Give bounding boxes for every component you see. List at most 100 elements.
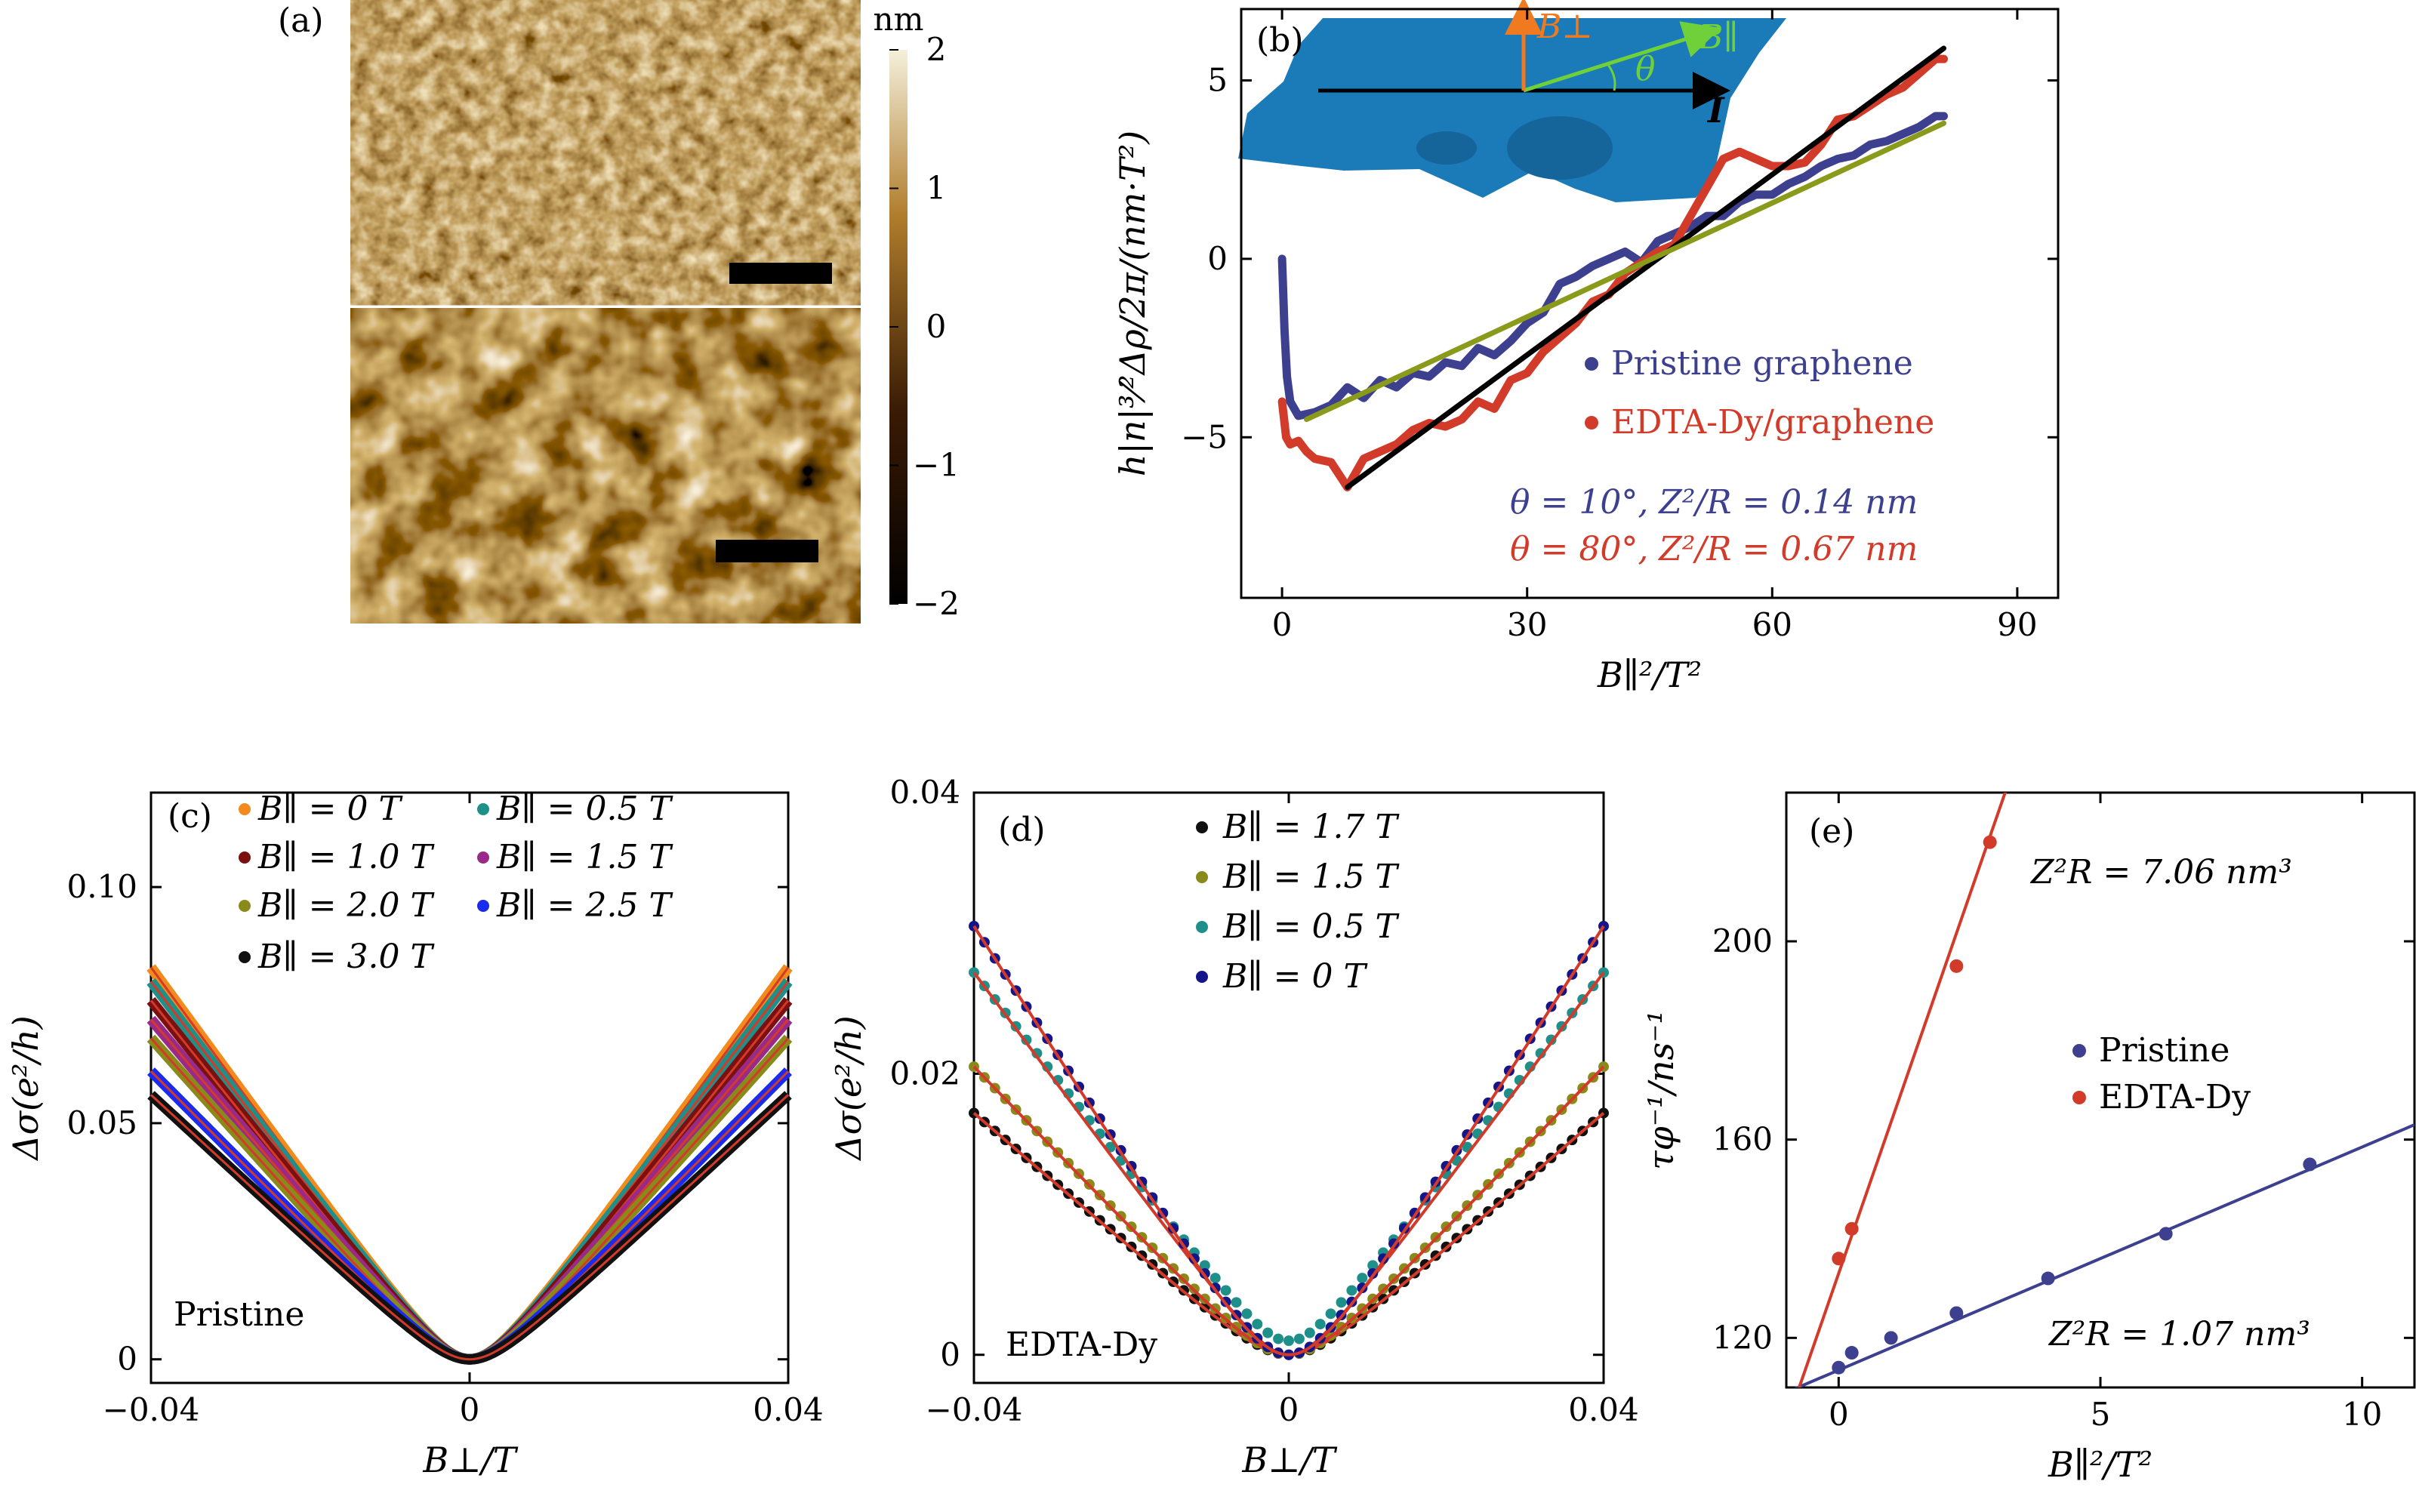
panel-b-xtick-label: 90 — [1997, 606, 2037, 643]
scale-bar-top — [729, 263, 832, 284]
legend-marker-pristine-graphene — [1585, 357, 1598, 371]
legend-marker-c-1 — [477, 803, 489, 815]
panel-b-ytick-label: −5 — [1181, 418, 1228, 455]
panel-b-annotation-theta10: θ = 10°, Z²/R = 0.14 nm — [1510, 483, 1918, 522]
point-d-2 — [1220, 1285, 1231, 1296]
inset-3d-surface: B⊥ B∥ θ I — [1238, 0, 1786, 202]
point-d-2 — [1535, 1048, 1546, 1059]
point-e-0 — [1832, 1360, 1846, 1375]
legend-label-d-0: B∥ = 1.7 T — [1222, 808, 1400, 846]
panel-e-xtick-label: 10 — [2342, 1396, 2382, 1433]
point-d-2 — [1199, 1260, 1210, 1271]
legend-marker-c-4 — [239, 900, 251, 912]
panel-c-ytick-label: 0.05 — [66, 1104, 137, 1141]
panel-c-xtick-label: 0.04 — [753, 1391, 824, 1428]
panel-e-xtick-label: 0 — [1829, 1396, 1849, 1433]
legend-label-d-2: B∥ = 0.5 T — [1222, 907, 1400, 946]
panel-d-xtick-label: −0.04 — [926, 1391, 1023, 1428]
point-d-2 — [1210, 1273, 1221, 1284]
panel-b-xtick-label: 30 — [1507, 606, 1547, 643]
point-e-0 — [2041, 1271, 2055, 1286]
point-e-0 — [1844, 1346, 1859, 1360]
panel-b-xtick-label: 60 — [1752, 606, 1792, 643]
panel-e-letter: (e) — [1809, 812, 1854, 851]
legend-marker-d-3 — [1196, 971, 1208, 983]
fit-d-3 — [972, 925, 1605, 1356]
colorbar-tick-label: 1 — [926, 170, 947, 207]
point-d-2 — [1346, 1285, 1357, 1296]
inset-surface-dip — [1507, 116, 1613, 180]
fit-c-6 — [149, 1094, 790, 1361]
point-d-2 — [1262, 1327, 1274, 1338]
panel-a-letter: (a) — [278, 2, 324, 40]
point-d-2 — [1231, 1297, 1242, 1308]
panel-b-legend: Pristine graphene EDTA-Dy/graphene — [1585, 344, 1934, 442]
panel-e-ytick-label: 200 — [1712, 922, 1773, 959]
panel-d-ytick-label: 0 — [940, 1336, 960, 1373]
panel-c-frame — [149, 791, 790, 1384]
panel-e-xlabel: B∥²/T² — [2048, 1444, 2152, 1485]
point-d-2 — [1367, 1260, 1379, 1271]
point-d-2 — [1283, 1335, 1294, 1347]
point-e-0 — [1884, 1331, 1898, 1345]
legend-marker-e-0 — [2072, 1044, 2086, 1058]
point-e-0 — [2159, 1227, 2173, 1241]
point-d-2 — [1273, 1333, 1284, 1344]
panel-e-plot: 0 5 10 200 160 120 B∥²/T² τφ⁻¹/ns⁻¹ Pristine EDTA… — [1641, 791, 2416, 1485]
panel-e-annotation-edta: Z²R = 7.06 nm³ — [2029, 853, 2292, 891]
panel-e-ytick-label: 160 — [1712, 1121, 1773, 1158]
inset-current-label: I — [1706, 90, 1725, 131]
legend-marker-c-2 — [239, 851, 251, 864]
panel-d-xtick-label: 0.04 — [1568, 1391, 1639, 1428]
legend-label-c-2: B∥ = 1.0 T — [257, 838, 435, 876]
inset-b-perp-label: B⊥ — [1536, 8, 1593, 46]
legend-label-c-1: B∥ = 0.5 T — [496, 790, 673, 828]
point-e-0 — [1949, 1306, 1964, 1320]
legend-label-c-0: B∥ = 0 T — [257, 790, 403, 828]
panel-d-ylabel: Δσ(e²/h) — [828, 1015, 869, 1161]
point-d-2 — [1293, 1333, 1305, 1344]
panel-d-letter: (d) — [998, 811, 1046, 849]
colorbar-tick-label: 0 — [926, 308, 947, 345]
panel-c-xtick-label: 0 — [460, 1391, 480, 1428]
legend-label-d-1: B∥ = 1.5 T — [1222, 858, 1400, 896]
panel-a: (a) nm 2 1 0 −1 −2 — [278, 0, 960, 624]
legend-marker-d-0 — [1196, 821, 1208, 833]
colorbar-unit: nm — [874, 1, 924, 38]
legend-label-c-3: B∥ = 1.5 T — [496, 838, 673, 876]
point-d-2 — [1031, 1048, 1043, 1059]
point-d-2 — [1252, 1319, 1263, 1330]
legend-label-e-0: Pristine — [2099, 1031, 2229, 1070]
fit-e-1 — [1797, 793, 2007, 1387]
legend-marker-d-2 — [1196, 921, 1208, 933]
point-e-1 — [1844, 1221, 1859, 1236]
fit-d-0 — [972, 1112, 1605, 1356]
legend-marker-d-1 — [1196, 871, 1208, 883]
panel-c-sample-label: Pristine — [174, 1295, 304, 1334]
legend-marker-c-0 — [239, 803, 251, 815]
legend-marker-edta-dy-graphene — [1585, 416, 1598, 430]
legend-label-pristine-graphene: Pristine graphene — [1611, 344, 1913, 383]
series-pristine-graphene — [1277, 112, 1949, 420]
panel-b: B⊥ B∥ θ I 0 30 60 90 5 0 −5 B∥²/T² h|n|³⁄²Δρ/2π/… — [1112, 0, 2060, 695]
panel-e-annotation-pristine: Z²R = 1.07 nm³ — [2048, 1315, 2310, 1353]
point-d-2 — [1241, 1308, 1253, 1320]
legend-marker-c-6 — [239, 951, 251, 963]
inset-b-parallel-arrow — [1523, 21, 1721, 93]
inset-surface-dip — [1416, 131, 1477, 165]
panel-c-xlabel: B⊥/T — [422, 1440, 519, 1480]
panel-b-ylabel: h|n|³⁄²Δρ/2π/(nm·T²) — [1112, 131, 1153, 476]
fit-line-edta-dy — [1345, 45, 1947, 490]
afm-image-pristine — [350, 0, 861, 306]
panel-d-xlabel: B⊥/T — [1241, 1440, 1338, 1480]
panel-d-plot: −0.04 0 0.04 0.04 0.02 0 B⊥/T Δσ(e²/h) B∥ = 1.7 … — [828, 774, 1639, 1480]
panel-c-ytick-label: 0 — [117, 1341, 137, 1378]
inset-theta-arc — [1607, 64, 1616, 91]
panel-b-frame — [1240, 8, 2060, 599]
panel-b-xtick-label: 0 — [1272, 606, 1293, 643]
panel-c-ylabel: Δσ(e²/h) — [5, 1015, 46, 1161]
legend-label-c-6: B∥ = 3.0 T — [257, 938, 435, 976]
legend-marker-e-1 — [2072, 1091, 2086, 1104]
inset-b-par-label: B∥ — [1698, 18, 1739, 57]
